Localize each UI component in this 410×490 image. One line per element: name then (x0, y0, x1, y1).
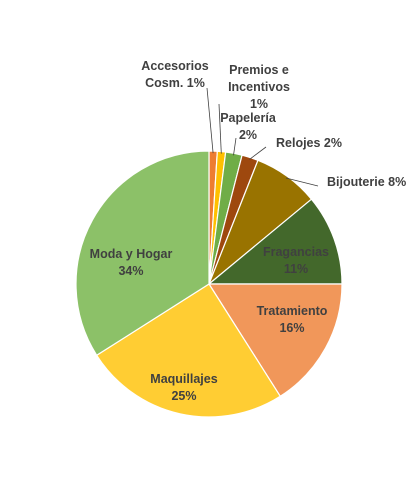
pie-slice-7 (207, 283, 343, 398)
slice-label-2: Premios e Incentivos 1% (228, 63, 290, 111)
slice-label-line: Fragancias (263, 245, 329, 259)
slice-label-line: Accesorios (141, 59, 208, 73)
leader-line-5 (285, 177, 319, 187)
slice-label-line: Premios e (229, 63, 289, 77)
pie-slice-9 (75, 150, 210, 357)
slice-label-line: 34% (118, 264, 143, 278)
slice-label-line: 25% (171, 389, 196, 403)
slice-label-line: 1% (250, 97, 268, 111)
slice-label-7: Tratamiento 16% (257, 304, 328, 335)
leader-line-1 (206, 87, 214, 154)
slice-label-line: Maquillajes (150, 372, 217, 386)
leader-line-3 (233, 137, 237, 156)
slice-label-line: 16% (279, 321, 304, 335)
slice-label-line: Cosm. 1% (145, 76, 205, 90)
slice-label-9: Moda y Hogar 34% (90, 247, 173, 278)
slice-label-6: Fragancias 11% (263, 245, 329, 276)
slice-label-line: Moda y Hogar (90, 247, 173, 261)
leader-lines (206, 87, 319, 187)
slice-label-4: Relojes 2% (276, 136, 342, 150)
pie-slices (75, 150, 343, 418)
slice-label-line: 11% (284, 262, 308, 276)
slice-label-3: Papelería 2% (220, 111, 277, 142)
slice-label-8: Maquillajes 25% (150, 372, 217, 403)
slice-label-line: Papelería (220, 111, 277, 125)
slice-label-5: Bijouterie 8% (327, 175, 406, 189)
slice-label-1: Accesorios Cosm. 1% (141, 59, 208, 90)
slice-label-line: Bijouterie 8% (327, 175, 406, 189)
slice-label-line: Tratamiento (257, 304, 328, 318)
pie-slice-6 (207, 198, 343, 285)
leader-line-2 (218, 103, 222, 154)
leader-line-4 (249, 146, 267, 160)
slice-label-line: Relojes 2% (276, 136, 342, 150)
slice-label-line: 2% (239, 128, 257, 142)
pie-slice-8 (95, 283, 282, 418)
slice-labels: Accesorios Cosm. 1% Premios e Incentivos 1%P… (90, 59, 407, 403)
slice-label-line: Incentivos (228, 80, 290, 94)
